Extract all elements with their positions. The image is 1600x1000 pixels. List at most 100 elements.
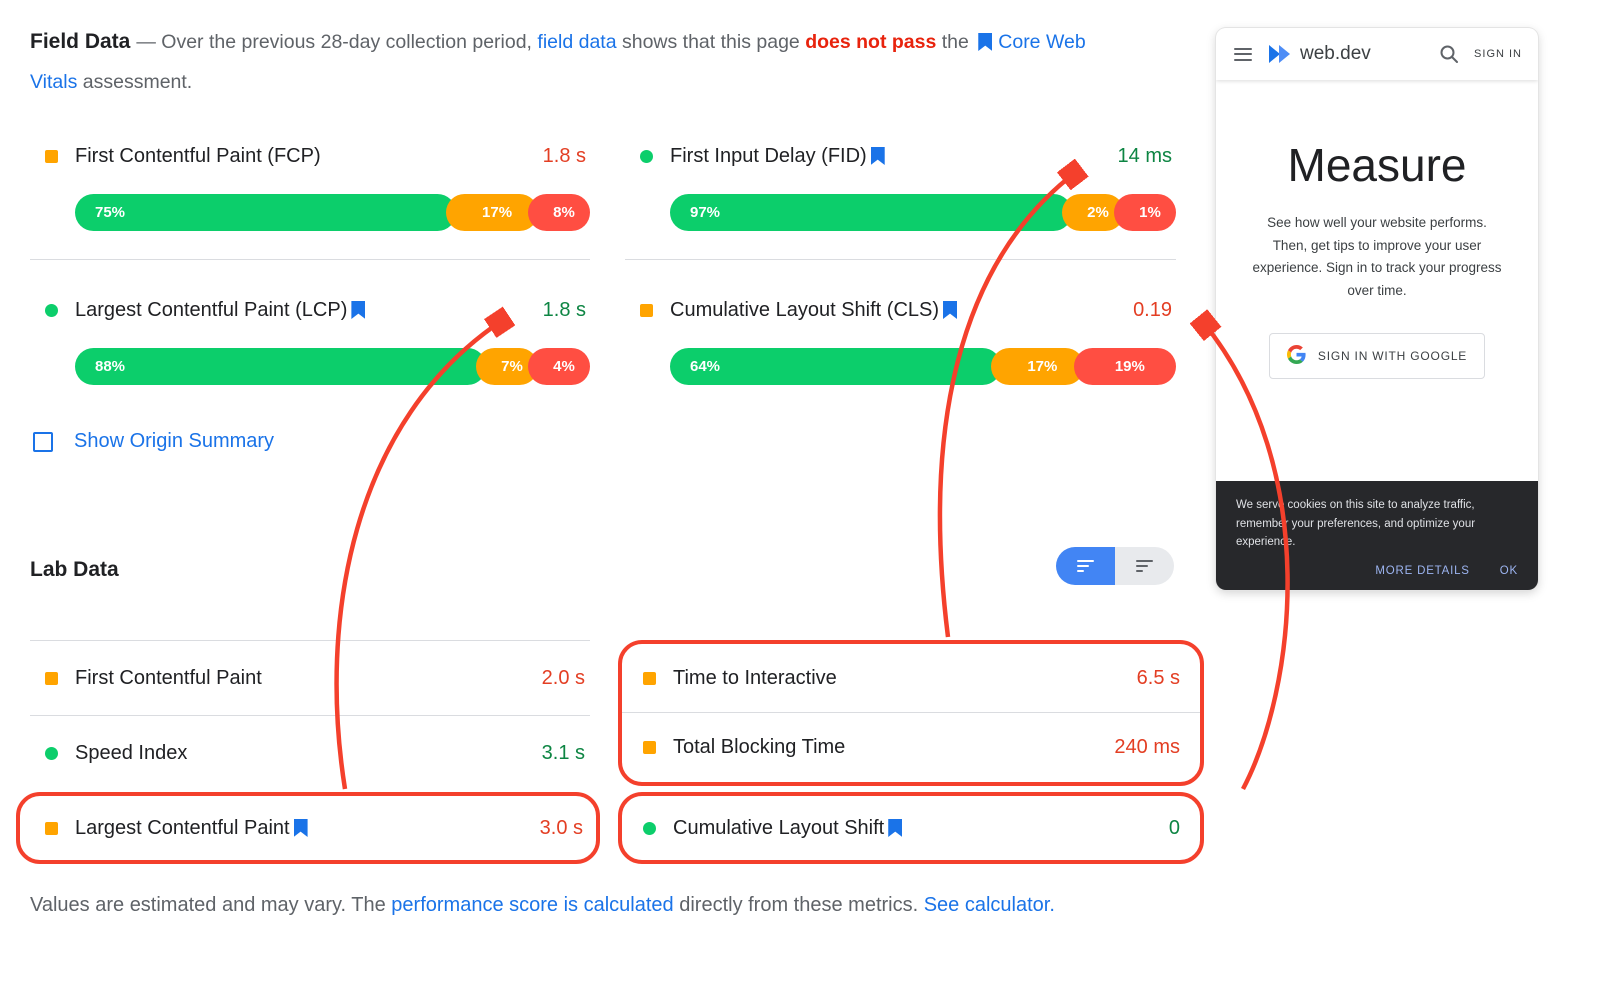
bookmark-icon — [351, 301, 366, 319]
lab-lcp-value: 3.0 s — [539, 816, 583, 839]
compact-view-icon — [1077, 557, 1094, 575]
lcp-distribution-bar: 88% 7% 4% — [75, 348, 590, 385]
lab-cls-label: Cumulative Layout Shift — [673, 817, 908, 840]
fcp-label: First Contentful Paint (FCP) — [75, 144, 321, 167]
lab-column-left: First Contentful Paint 2.0 s Speed Index… — [30, 640, 590, 790]
divider — [625, 259, 1176, 260]
lcp-status-icon — [45, 303, 58, 317]
measure-title: Measure — [1287, 139, 1467, 191]
fid-poor-segment: 1% — [1114, 194, 1176, 231]
field-desc-4: assessment. — [77, 71, 193, 93]
lab-tti-value: 6.5 s — [1136, 666, 1180, 689]
bookmark-icon — [888, 819, 903, 837]
menu-icon[interactable] — [1234, 44, 1252, 64]
lab-lcp-label: Largest Contentful Paint — [75, 817, 314, 840]
field-desc-3: the — [936, 31, 975, 53]
performance-score-link[interactable]: performance score is calculated — [391, 894, 674, 916]
compact-view-button[interactable] — [1056, 547, 1115, 585]
segment-label: 17% — [1027, 358, 1058, 375]
segment-label: 97% — [690, 204, 721, 221]
search-icon[interactable] — [1439, 44, 1459, 64]
fcp-distribution-bar: 75% 17% 8% — [75, 194, 590, 231]
segment-label: 75% — [95, 204, 126, 221]
field-data-link[interactable]: field data — [537, 31, 617, 53]
lab-speed-index-value: 3.1 s — [541, 741, 585, 764]
lab-cls-icon — [643, 821, 656, 835]
google-sign-in-button[interactable]: SIGN IN WITH GOOGLE — [1268, 332, 1486, 379]
cls-status-icon — [640, 303, 653, 317]
sign-in-link[interactable]: SIGN IN — [1474, 48, 1522, 60]
field-metric-fcp: First Contentful Paint (FCP) 1.8 s 75% 1… — [30, 132, 590, 231]
fcp-poor-segment: 8% — [528, 194, 590, 231]
lcp-value: 1.8 s — [542, 298, 586, 321]
cls-good-segment: 64% — [670, 348, 1002, 385]
fcp-status-icon — [45, 149, 58, 163]
google-sign-in-label: SIGN IN WITH GOOGLE — [1317, 348, 1468, 363]
field-data-header: Field Data — Over the previous 28-day col… — [30, 22, 1130, 102]
field-desc-1: — Over the previous 28-day collection pe… — [136, 31, 538, 53]
webdev-brand[interactable]: web.dev — [1300, 43, 1371, 64]
core-web-vitals-link[interactable]: Core Web Vitals — [30, 31, 1086, 93]
fid-status-icon — [640, 149, 653, 163]
lab-fcp-icon — [45, 671, 58, 685]
lab-tbt-value: 240 ms — [1114, 736, 1180, 758]
footer-text-1: Values are estimated and may vary. The — [30, 894, 392, 916]
segment-label: 7% — [501, 358, 523, 375]
lab-metric-tbt: Total Blocking Time 240 ms — [622, 713, 1200, 782]
lab-tbt-label: Total Blocking Time — [673, 736, 846, 758]
see-calculator-link[interactable]: See calculator. — [923, 894, 1055, 916]
segment-label: 8% — [553, 204, 575, 221]
lab-lcp-icon — [45, 821, 58, 835]
cookie-banner: We serve cookies on this site to analyze… — [1216, 481, 1538, 590]
cls-poor-segment: 19% — [1073, 348, 1177, 385]
segment-label: 2% — [1087, 204, 1109, 221]
google-g-icon — [1286, 344, 1306, 367]
bookmark-icon — [293, 819, 308, 837]
origin-summary-label: Show Origin Summary — [74, 430, 275, 452]
origin-summary-checkbox[interactable] — [33, 431, 53, 452]
fid-value: 14 ms — [1117, 144, 1172, 167]
lab-tti-label: Time to Interactive — [673, 666, 837, 689]
ok-button[interactable]: OK — [1499, 565, 1518, 577]
field-desc-2: shows that this page — [616, 31, 806, 53]
lab-speed-index-label: Speed Index — [75, 741, 188, 764]
field-column-right: First Input Delay (FID) 14 ms 97% 2% 1% … — [625, 132, 1177, 385]
lab-tbt-icon — [643, 741, 656, 754]
lab-metric-tti: Time to Interactive 6.5 s — [622, 644, 1200, 713]
field-metric-fid: First Input Delay (FID) 14 ms 97% 2% 1% — [625, 132, 1176, 231]
lab-fcp-label: First Contentful Paint — [75, 666, 262, 689]
bookmark-icon — [978, 33, 993, 51]
annotation-box-lab-lcp: Largest Contentful Paint 3.0 s — [16, 792, 600, 864]
lcp-label: Largest Contentful Paint (LCP) — [75, 299, 371, 322]
lab-fcp-value: 2.0 s — [541, 666, 585, 689]
segment-label: 17% — [482, 204, 513, 221]
footer-text-2: directly from these metrics. — [673, 894, 924, 916]
field-metric-cls: Cumulative Layout Shift (CLS) 0.19 64% 1… — [625, 286, 1177, 385]
field-metric-lcp: Largest Contentful Paint (LCP) 1.8 s 88%… — [30, 286, 590, 385]
cls-distribution-bar: 64% 17% 19% — [670, 348, 1177, 385]
cookie-text: We serve cookies on this site to analyze… — [1236, 499, 1476, 549]
lab-metric-fcp: First Contentful Paint 2.0 s — [30, 640, 590, 715]
measure-description: See how well your website performs. Then… — [1252, 215, 1502, 299]
lab-tti-icon — [643, 671, 656, 685]
lab-data-title: Lab Data — [30, 558, 119, 581]
lcp-good-segment: 88% — [75, 348, 486, 385]
lab-metric-speed-index: Speed Index 3.1 s — [30, 715, 590, 790]
show-origin-summary[interactable]: Show Origin Summary — [33, 430, 274, 453]
detailed-view-button[interactable] — [1115, 547, 1174, 585]
does-not-pass-text: does not pass — [805, 31, 937, 53]
webdev-logo-icon — [1267, 43, 1293, 65]
more-details-button[interactable]: MORE DETAILS — [1375, 565, 1470, 577]
detailed-view-icon — [1136, 557, 1153, 575]
bookmark-icon — [870, 147, 885, 165]
lab-metric-lcp: Largest Contentful Paint 3.0 s — [20, 796, 596, 860]
segment-label: 19% — [1114, 358, 1145, 375]
lcp-poor-segment: 4% — [528, 348, 590, 385]
lab-metric-cls: Cumulative Layout Shift 0 — [622, 796, 1200, 860]
fcp-average-segment: 17% — [446, 194, 538, 231]
fcp-value: 1.8 s — [542, 144, 586, 167]
divider — [30, 259, 590, 260]
segment-label: 4% — [553, 358, 575, 375]
cls-value: 0.19 — [1133, 298, 1172, 321]
